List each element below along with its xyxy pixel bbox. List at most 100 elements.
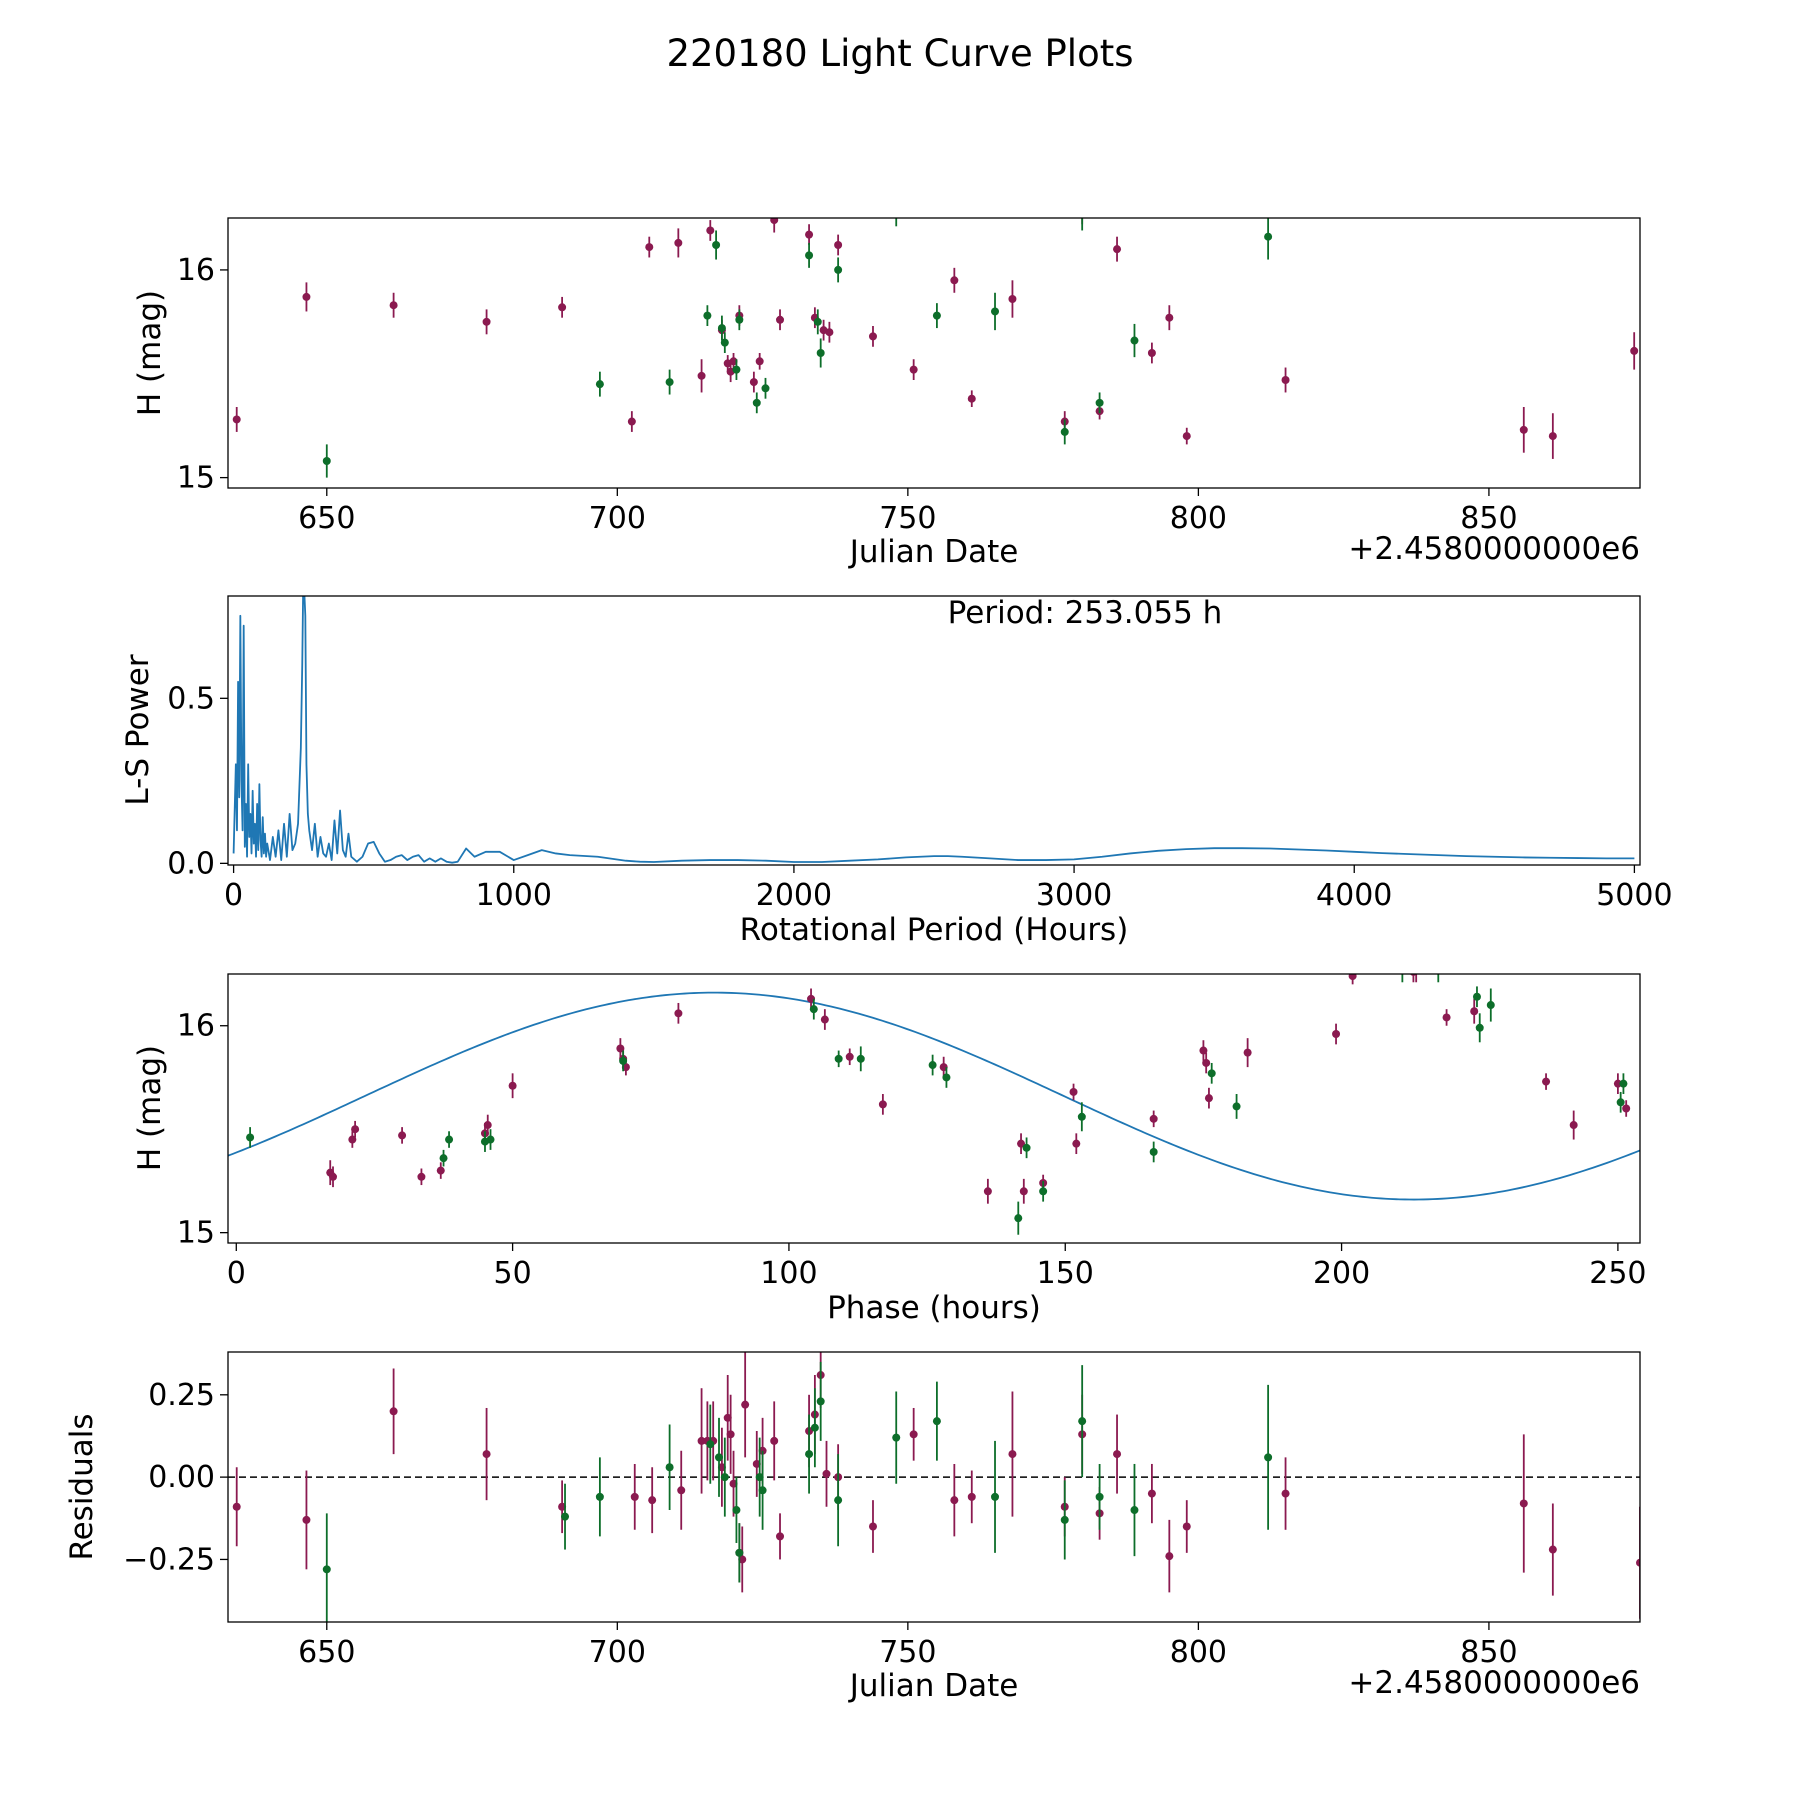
phase-folded-data-point — [809, 1005, 818, 1014]
phase-folded-data-point — [1348, 974, 1357, 981]
residuals-data-point — [758, 1486, 767, 1495]
phase-folded-data-point — [1613, 1079, 1622, 1088]
residuals-data-point — [558, 1502, 567, 1511]
phase-folded-x-tick-label: 0 — [227, 1256, 246, 1291]
residuals-data-point — [1078, 1417, 1087, 1426]
residuals-data-point — [717, 1463, 726, 1472]
residuals-data-point — [1060, 1515, 1069, 1524]
phase-folded-data-point — [1199, 1046, 1208, 1055]
light-curve-data-point — [322, 457, 331, 465]
phase-folded-y-label: H (mag) — [132, 1045, 168, 1171]
light-curve-data-point — [1264, 232, 1273, 241]
residuals-data-point — [738, 1555, 747, 1564]
phase-folded-data-point — [439, 1154, 448, 1163]
phase-folded-data-point — [1017, 1139, 1026, 1148]
residuals-y-ticks: −0.25 0.00 0.25 — [123, 1378, 228, 1577]
residuals-data-point — [967, 1492, 976, 1501]
light-curve-data-point — [1060, 427, 1069, 436]
light-curve-x-tick-label: 750 — [879, 501, 936, 536]
light-curve-x-ticks: 650 700 750 800 850 — [298, 488, 1518, 536]
light-curve-data-point — [1130, 336, 1139, 345]
residuals-data-point — [720, 1473, 729, 1482]
periodogram-x-tick-label: 2000 — [756, 878, 832, 913]
light-curve-data-point — [389, 301, 398, 310]
residuals-data-point — [822, 1469, 831, 1478]
light-curve-data-point — [703, 311, 712, 320]
residuals-data-point — [816, 1397, 825, 1406]
phase-folded-data-point — [1486, 1001, 1495, 1010]
residuals-data-point — [322, 1565, 331, 1574]
periodogram-power-line — [232, 596, 1635, 864]
residuals-data-point — [741, 1400, 750, 1409]
residuals-data-point — [770, 1436, 779, 1445]
residuals-data-point — [1182, 1522, 1191, 1531]
light-curve-data-point — [232, 415, 241, 424]
periodogram-period-annotation: Period: 253.055 h — [948, 595, 1223, 631]
residuals-data-point — [677, 1486, 686, 1495]
residuals-data-point — [561, 1512, 570, 1521]
residuals-data-point — [1636, 1558, 1640, 1567]
residuals-data-point — [1008, 1450, 1017, 1459]
phase-folded-data-point — [1622, 1104, 1631, 1113]
phase-folded-x-tick-label: 250 — [1589, 1256, 1646, 1291]
light-curve-y-tick-label: 15 — [177, 461, 215, 496]
phase-folded-data-point — [246, 1133, 255, 1142]
figure-title: 220180 Light Curve Plots — [666, 32, 1133, 75]
light-curve-data-point — [735, 315, 744, 324]
light-curve-data-point — [1182, 432, 1191, 441]
light-curve-data-point — [712, 241, 721, 249]
phase-folded-data-point — [508, 1081, 517, 1090]
phase-folded-data-point — [1619, 1079, 1628, 1088]
phase-folded-data-point — [351, 1125, 360, 1134]
phase-folded-data-point — [445, 1135, 454, 1144]
light-curve-data-point — [717, 324, 726, 333]
phase-folded-data-point — [820, 1015, 829, 1024]
phase-folded-data-point — [856, 1054, 865, 1063]
phase-folded-data-point — [436, 1166, 445, 1175]
phase-folded-data-point — [928, 1061, 937, 1070]
light-curve-y-tick-label: 16 — [177, 253, 215, 288]
residuals-data-point — [991, 1492, 1000, 1501]
light-curve-y-label: H (mag) — [132, 290, 168, 416]
phase-folded-plot-area — [228, 974, 1640, 1235]
periodogram-frame — [227, 595, 1641, 866]
light-curve-data-point — [991, 307, 1000, 316]
light-curve-data-point — [1548, 432, 1557, 441]
light-curve-data-point — [1281, 376, 1290, 384]
periodogram-x-tick-label: 5000 — [1596, 878, 1672, 913]
residuals-data-point — [1147, 1489, 1156, 1498]
light-curve-data-point — [665, 378, 674, 387]
phase-folded-data-point — [1470, 1007, 1479, 1016]
residuals-data-point — [648, 1496, 657, 1505]
light-curve-data-point — [729, 357, 738, 366]
periodogram-y-tick-label: 0.5 — [167, 681, 215, 716]
residuals-data-point — [595, 1492, 604, 1501]
residuals-data-point — [868, 1522, 877, 1531]
phase-folded-data-point — [1077, 1112, 1086, 1121]
residuals-data-point — [950, 1496, 959, 1505]
light-curve-data-point — [749, 378, 758, 387]
light-curve-data-point — [909, 365, 918, 374]
residuals-data-point — [805, 1450, 814, 1459]
residuals-data-point — [232, 1502, 241, 1511]
residuals-data-point — [482, 1450, 491, 1459]
light-curve-data-point — [1519, 425, 1528, 434]
phase-folded-data-point — [1542, 1077, 1551, 1086]
periodogram-plot-area — [232, 596, 1635, 864]
phase-folded-data-point — [1332, 1030, 1341, 1039]
phase-folded-data-point — [1149, 1114, 1158, 1123]
light-curve-data-point — [834, 241, 843, 249]
light-curve-data-point — [595, 380, 604, 389]
residuals-data-point — [755, 1473, 764, 1482]
residuals-x-tick-label: 750 — [879, 1635, 936, 1670]
residuals-data-point — [706, 1440, 715, 1449]
phase-folded-x-tick-label: 200 — [1313, 1256, 1370, 1291]
light-curve-x-offset: +2.4580000000e6 — [1348, 531, 1640, 567]
phase-folded-data-point — [845, 1052, 854, 1061]
light-curve-data-point — [776, 315, 785, 324]
phase-folded-data-point — [1202, 1058, 1211, 1067]
residuals-data-point — [776, 1532, 785, 1541]
light-curve-data-point — [1095, 398, 1104, 407]
